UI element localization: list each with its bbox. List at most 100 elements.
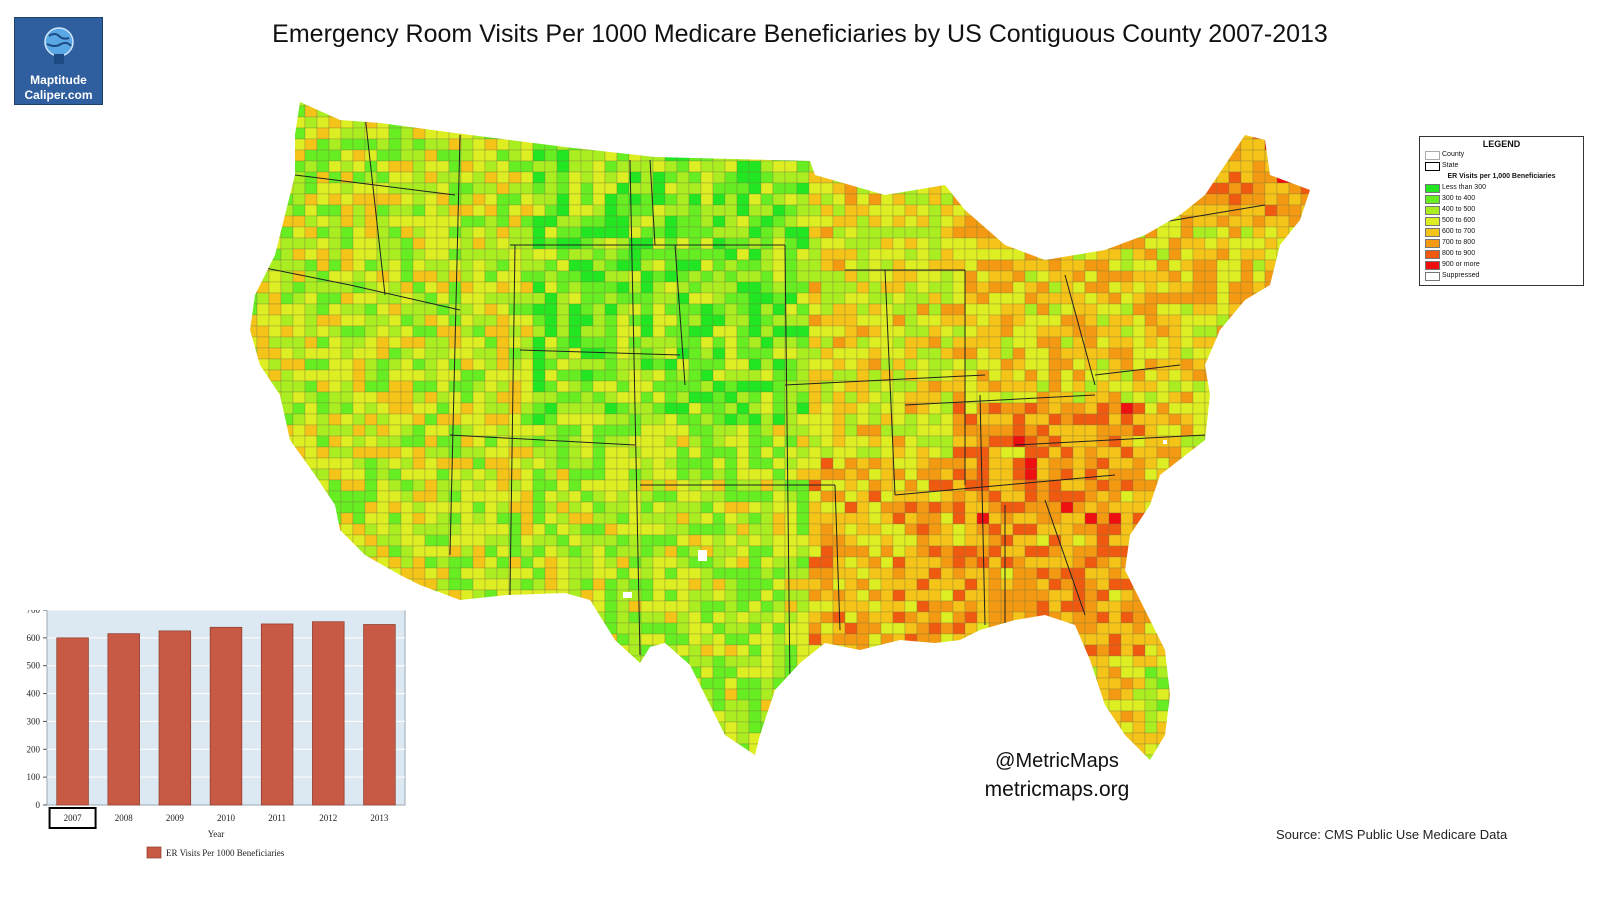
county-cell — [964, 633, 978, 646]
county-cell — [1144, 512, 1158, 525]
county-cell — [352, 523, 366, 536]
county-cell — [892, 424, 906, 437]
county-cell — [724, 545, 738, 558]
county-cell — [1072, 215, 1086, 228]
county-cell — [1084, 644, 1098, 657]
county-cell — [940, 600, 954, 613]
county-cell — [1228, 314, 1242, 327]
county-cell — [250, 567, 258, 580]
county-cell — [1060, 259, 1074, 272]
county-cell — [652, 270, 666, 283]
county-cell — [1288, 633, 1302, 646]
county-cell — [1240, 534, 1254, 547]
county-cell — [628, 281, 642, 294]
county-cell — [1012, 138, 1026, 151]
county-cell — [832, 149, 846, 162]
county-cell — [784, 666, 798, 679]
county-cell — [256, 347, 270, 360]
county-cell — [616, 391, 630, 404]
county-cell — [1252, 116, 1266, 129]
county-cell — [664, 468, 678, 481]
county-cell — [532, 281, 546, 294]
county-cell — [1024, 589, 1038, 602]
county-cell — [460, 468, 474, 481]
county-cell — [544, 457, 558, 470]
county-cell — [316, 435, 330, 448]
county-cell — [652, 666, 666, 679]
county-cell — [820, 644, 834, 657]
county-cell — [736, 171, 750, 184]
county-cell — [1156, 402, 1170, 415]
county-cell — [1048, 677, 1062, 690]
county-cell — [532, 644, 546, 657]
county-cell — [1048, 171, 1062, 184]
county-cell — [868, 622, 882, 635]
county-cell — [760, 556, 774, 569]
county-cell — [1300, 102, 1310, 107]
county-cell — [904, 578, 918, 591]
county-cell — [448, 424, 462, 437]
county-cell — [952, 501, 966, 514]
county-cell — [856, 369, 870, 382]
county-cell — [1000, 589, 1014, 602]
county-cell — [856, 182, 870, 195]
county-cell — [904, 446, 918, 459]
county-cell — [748, 226, 762, 239]
county-cell — [388, 347, 402, 360]
county-cell — [712, 380, 726, 393]
county-cell — [460, 435, 474, 448]
county-cell — [328, 270, 342, 283]
county-cell — [268, 490, 282, 503]
county-cell — [952, 336, 966, 349]
county-cell — [796, 380, 810, 393]
county-cell — [1252, 446, 1266, 459]
county-cell — [1168, 644, 1182, 657]
county-cell — [964, 666, 978, 679]
county-cell — [868, 336, 882, 349]
county-cell — [796, 270, 810, 283]
county-cell — [1264, 314, 1278, 327]
county-cell — [376, 391, 390, 404]
county-cell — [1024, 248, 1038, 261]
county-cell — [820, 501, 834, 514]
county-cell — [760, 600, 774, 613]
county-cell — [568, 479, 582, 492]
county-cell — [568, 446, 582, 459]
county-cell — [1132, 204, 1146, 217]
county-cell — [400, 358, 414, 371]
county-cell — [940, 424, 954, 437]
county-cell — [1252, 226, 1266, 239]
county-cell — [364, 292, 378, 305]
county-cell — [544, 369, 558, 382]
county-cell — [1180, 369, 1194, 382]
county-cell — [652, 248, 666, 261]
county-cell — [568, 204, 582, 217]
county-cell — [280, 567, 294, 580]
county-cell — [916, 633, 930, 646]
county-cell — [1252, 512, 1266, 525]
county-cell — [964, 380, 978, 393]
county-cell — [1216, 237, 1230, 250]
county-cell — [400, 237, 414, 250]
county-cell — [1132, 468, 1146, 481]
county-cell — [868, 446, 882, 459]
county-cell — [364, 226, 378, 239]
county-cell — [1276, 336, 1290, 349]
county-cell — [964, 567, 978, 580]
county-cell — [748, 435, 762, 448]
county-cell — [256, 292, 270, 305]
county-cell — [760, 677, 774, 690]
county-cell — [1276, 622, 1290, 635]
county-cell — [892, 468, 906, 481]
county-cell — [892, 567, 906, 580]
county-cell — [1240, 369, 1254, 382]
county-cell — [388, 567, 402, 580]
county-cell — [1108, 655, 1122, 668]
county-cell — [532, 215, 546, 228]
county-cell — [784, 633, 798, 646]
county-cell — [1252, 303, 1266, 316]
county-cell — [316, 567, 330, 580]
county-cell — [964, 501, 978, 514]
county-cell — [304, 435, 318, 448]
county-cell — [472, 413, 486, 426]
